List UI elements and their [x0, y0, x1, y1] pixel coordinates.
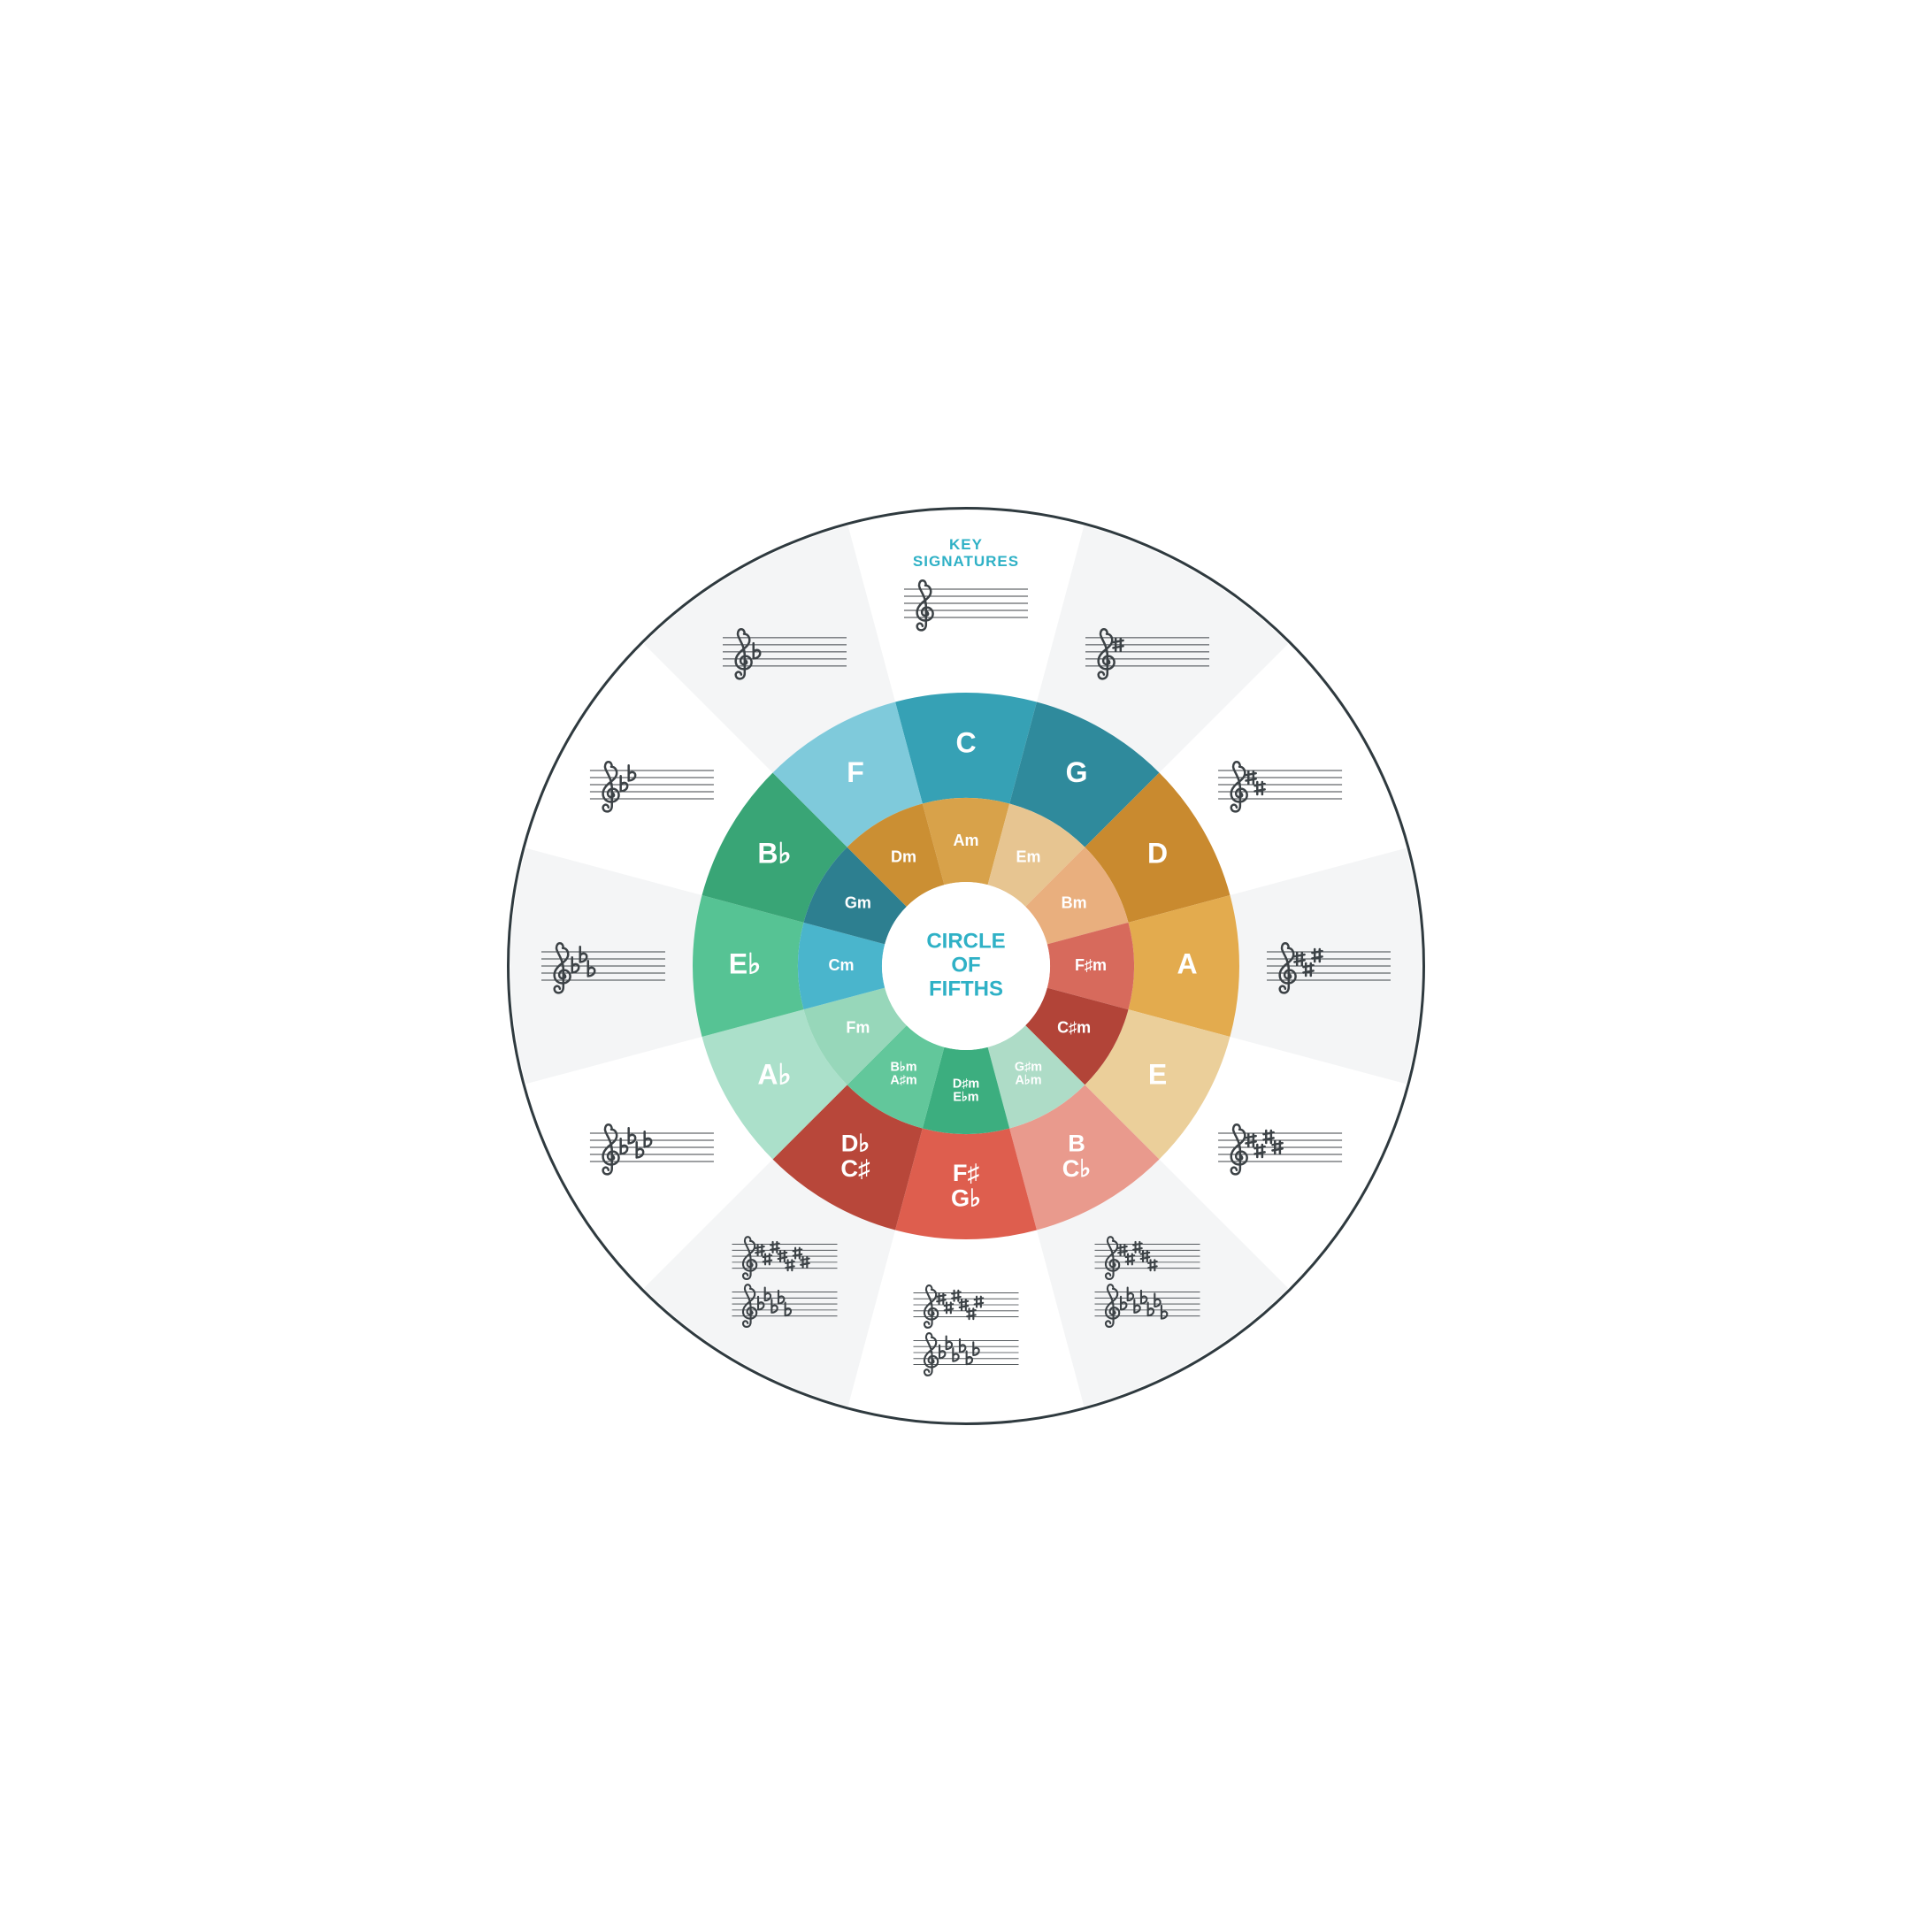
svg-text:OF: OF: [951, 953, 980, 977]
svg-text:E♭: E♭: [729, 947, 761, 979]
minor-key-1: Em: [1016, 848, 1040, 866]
minor-key-7: B♭mA♯m: [890, 1060, 916, 1087]
minor-key-0: Am: [953, 832, 978, 849]
minor-key-6: D♯mE♭m: [953, 1077, 979, 1104]
svg-text:E: E: [1148, 1058, 1167, 1090]
svg-text:FIFTHS: FIFTHS: [929, 977, 1003, 1000]
svg-text:D: D: [1147, 837, 1168, 869]
major-key-9: E♭: [729, 947, 761, 979]
major-key-10: B♭: [757, 837, 791, 869]
svg-text:Dm: Dm: [891, 848, 916, 866]
minor-key-5: G♯mA♭m: [1015, 1060, 1042, 1087]
svg-text:B: B: [1068, 1129, 1085, 1156]
svg-text:A♭: A♭: [757, 1058, 791, 1090]
svg-text:SIGNATURES: SIGNATURES: [913, 553, 1019, 570]
svg-text:G♭: G♭: [951, 1184, 981, 1211]
svg-text:A♯m: A♯m: [890, 1073, 916, 1087]
minor-key-8: Fm: [846, 1018, 870, 1036]
major-key-11: F: [847, 756, 864, 788]
svg-text:Gm: Gm: [845, 893, 871, 911]
major-key-7: D♭C♯: [840, 1129, 870, 1182]
svg-text:D♯m: D♯m: [953, 1077, 979, 1091]
major-key-1: G: [1066, 756, 1088, 788]
major-key-4: E: [1148, 1058, 1167, 1090]
major-key-3: A: [1177, 947, 1197, 979]
svg-text:Bm: Bm: [1062, 893, 1087, 911]
major-key-6: F♯G♭: [951, 1159, 981, 1212]
svg-text:E♭m: E♭m: [953, 1090, 978, 1104]
major-key-2: D: [1147, 837, 1168, 869]
svg-text:CIRCLE: CIRCLE: [926, 929, 1005, 953]
svg-text:B♭m: B♭m: [891, 1060, 917, 1074]
major-key-0: C: [955, 726, 976, 758]
svg-text:F♯m: F♯m: [1075, 956, 1107, 974]
minor-key-4: C♯m: [1057, 1018, 1091, 1036]
minor-key-11: Dm: [891, 848, 916, 866]
svg-text:D♭: D♭: [841, 1129, 870, 1156]
svg-text:F: F: [847, 756, 864, 788]
circle-of-fifths-diagram: C G D A E BC♭ F♯G♭ D♭C♯ A♭ E♭ B♭ F Am Em Bm F♯m C♯m G♯mA♭…: [483, 483, 1449, 1449]
svg-text:C♯: C♯: [840, 1154, 870, 1182]
svg-text:B♭: B♭: [757, 837, 791, 869]
svg-text:Fm: Fm: [846, 1018, 870, 1036]
svg-text:F♯: F♯: [953, 1159, 980, 1186]
major-key-8: A♭: [757, 1058, 791, 1090]
minor-key-9: Cm: [828, 956, 854, 974]
svg-text:C: C: [955, 726, 976, 758]
svg-text:G: G: [1066, 756, 1088, 788]
svg-text:Am: Am: [953, 832, 978, 849]
svg-text:A: A: [1177, 947, 1197, 979]
svg-text:KEY: KEY: [949, 536, 983, 553]
svg-text:Em: Em: [1016, 848, 1040, 866]
svg-text:Cm: Cm: [828, 956, 854, 974]
svg-text:C♭: C♭: [1062, 1154, 1091, 1182]
minor-key-3: F♯m: [1075, 956, 1107, 974]
svg-text:A♭m: A♭m: [1016, 1073, 1042, 1087]
minor-key-2: Bm: [1062, 893, 1087, 911]
minor-key-10: Gm: [845, 893, 871, 911]
svg-text:C♯m: C♯m: [1057, 1018, 1091, 1036]
svg-text:G♯m: G♯m: [1015, 1060, 1042, 1074]
